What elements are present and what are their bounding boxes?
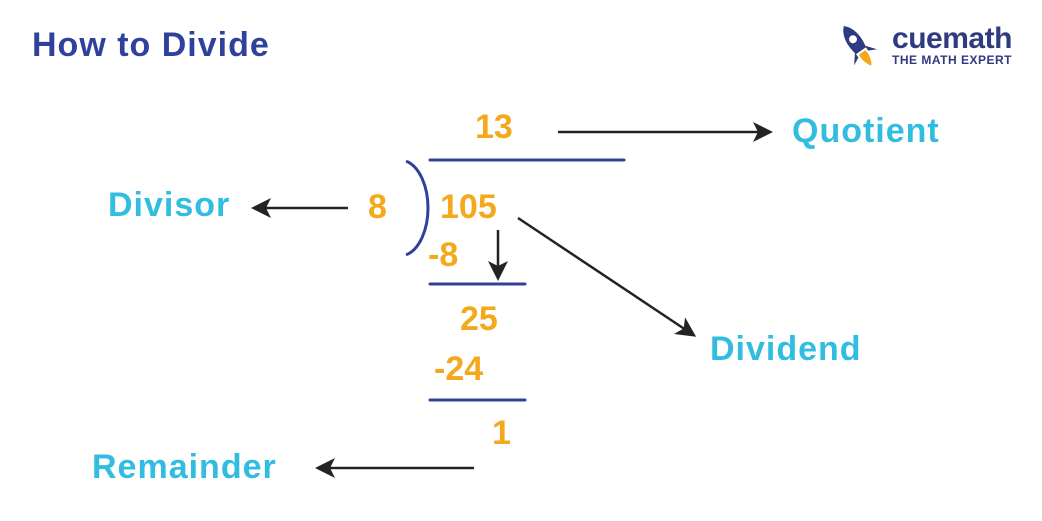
label-remainder: Remainder [92, 448, 277, 487]
page-title: How to Divide [32, 26, 270, 65]
num-sub1: -8 [428, 236, 458, 275]
label-quotient: Quotient [792, 112, 940, 151]
num-divisor: 8 [368, 188, 387, 227]
logo-tagline: THE MATH EXPERT [892, 54, 1012, 66]
num-partial: 25 [460, 300, 498, 339]
rocket-icon [830, 18, 884, 72]
logo: cuemath THE MATH EXPERT [830, 18, 1012, 72]
label-divisor: Divisor [108, 186, 230, 225]
arrow-to-dividend [518, 218, 692, 334]
logo-brand: cuemath [892, 24, 1012, 54]
num-sub2: -24 [434, 350, 483, 389]
num-remainder: 1 [492, 414, 511, 453]
diagram-overlay [0, 0, 1042, 521]
num-dividend: 105 [440, 188, 497, 227]
num-quotient: 13 [475, 108, 513, 147]
label-dividend: Dividend [710, 330, 862, 369]
